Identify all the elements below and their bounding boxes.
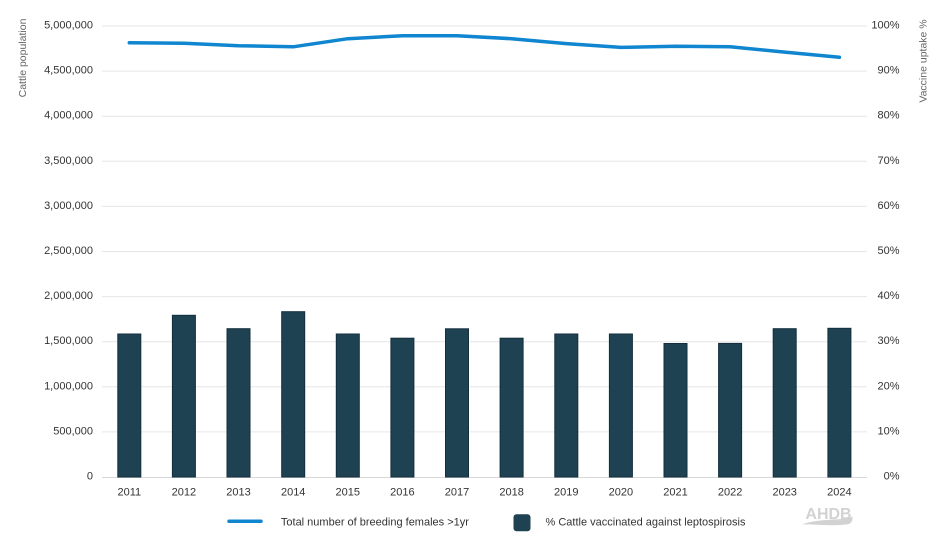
svg-text:40%: 40%	[877, 290, 899, 302]
svg-text:Total number of breeding femal: Total number of breeding females >1yr	[281, 517, 469, 529]
svg-text:1,000,000: 1,000,000	[44, 380, 93, 392]
svg-text:Vaccine uptake %: Vaccine uptake %	[918, 19, 930, 102]
svg-text:2020: 2020	[609, 487, 633, 499]
svg-text:2024: 2024	[827, 487, 851, 499]
svg-text:2017: 2017	[445, 487, 469, 499]
svg-text:% Cattle vaccinated against le: % Cattle vaccinated against leptospirosi…	[546, 517, 746, 529]
svg-text:70%: 70%	[877, 155, 899, 167]
svg-text:90%: 90%	[877, 65, 899, 77]
svg-text:2014: 2014	[281, 487, 305, 499]
svg-text:50%: 50%	[877, 245, 899, 257]
svg-text:2013: 2013	[226, 487, 250, 499]
svg-text:500,000: 500,000	[53, 425, 93, 437]
svg-text:30%: 30%	[877, 335, 899, 347]
svg-text:AHDB: AHDB	[805, 506, 851, 523]
svg-text:60%: 60%	[877, 200, 899, 212]
svg-text:20%: 20%	[877, 380, 899, 392]
svg-text:2015: 2015	[336, 487, 360, 499]
svg-text:2019: 2019	[554, 487, 578, 499]
svg-text:3,500,000: 3,500,000	[44, 155, 93, 167]
svg-text:2016: 2016	[390, 487, 414, 499]
svg-text:2018: 2018	[499, 487, 523, 499]
svg-text:5,000,000: 5,000,000	[44, 20, 93, 32]
svg-text:2023: 2023	[772, 487, 796, 499]
svg-text:0: 0	[87, 471, 93, 483]
svg-text:4,500,000: 4,500,000	[44, 65, 93, 77]
svg-text:Cattle population: Cattle population	[17, 18, 29, 97]
svg-text:2,500,000: 2,500,000	[44, 245, 93, 257]
svg-text:10%: 10%	[877, 425, 899, 437]
svg-text:80%: 80%	[877, 110, 899, 122]
svg-text:1,500,000: 1,500,000	[44, 335, 93, 347]
svg-text:2011: 2011	[117, 487, 141, 499]
svg-text:3,000,000: 3,000,000	[44, 200, 93, 212]
svg-text:2021: 2021	[663, 487, 687, 499]
svg-text:2012: 2012	[172, 487, 196, 499]
svg-text:4,000,000: 4,000,000	[44, 110, 93, 122]
svg-text:2022: 2022	[718, 487, 742, 499]
svg-text:100%: 100%	[871, 20, 899, 32]
svg-text:0%: 0%	[884, 471, 900, 483]
svg-text:2,000,000: 2,000,000	[44, 290, 93, 302]
